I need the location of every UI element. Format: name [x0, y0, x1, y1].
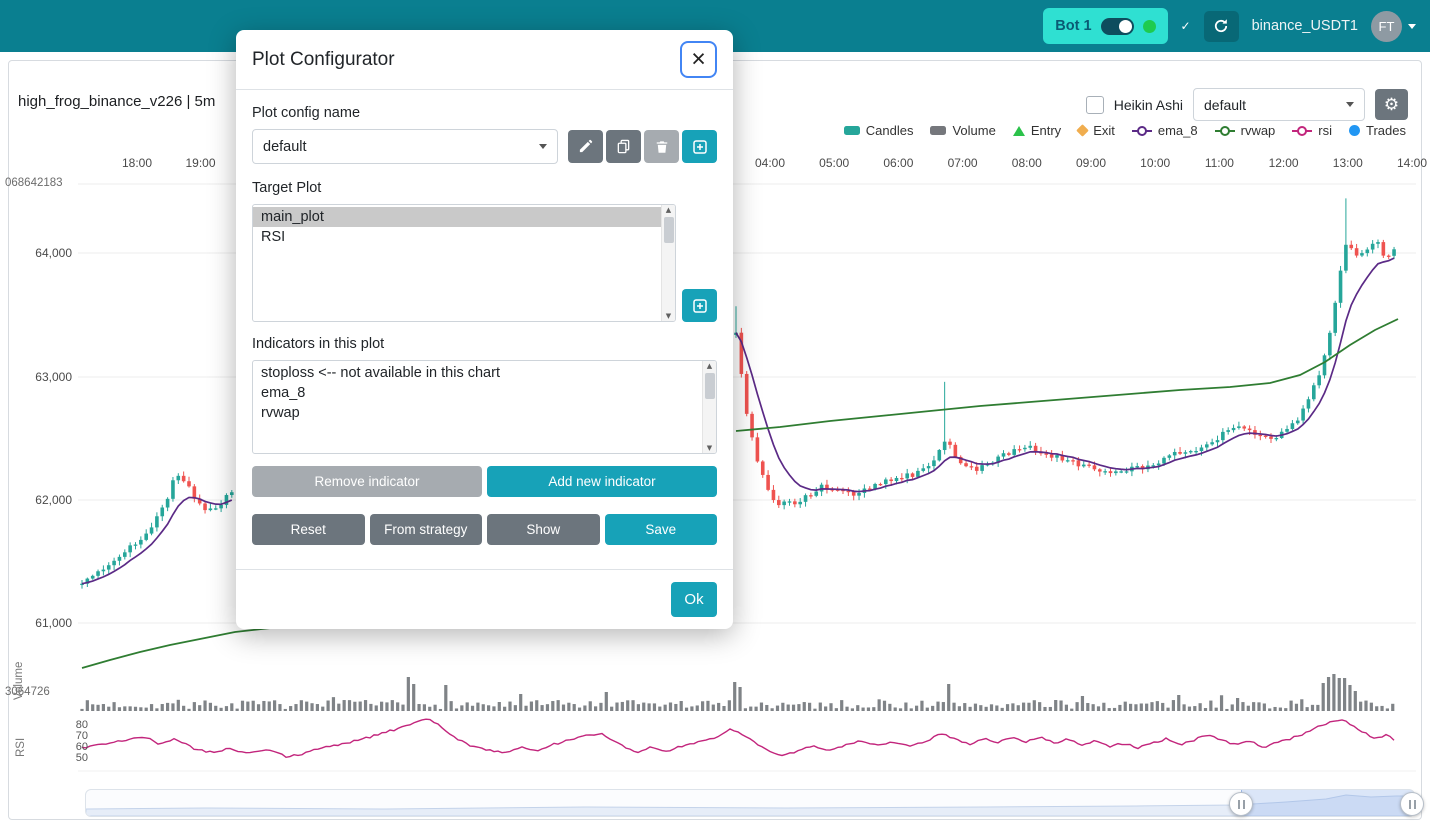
plot-settings-button[interactable]: ⚙ [1375, 89, 1408, 120]
heikin-ashi-checkbox[interactable] [1085, 95, 1104, 114]
indicator-option[interactable]: rvwap [261, 405, 300, 421]
add-indicator-button[interactable]: Add new indicator [487, 466, 717, 497]
duplicate-config-button[interactable] [606, 130, 641, 163]
legend-item-exit[interactable]: Exit [1076, 123, 1115, 138]
datazoom-selection[interactable] [1241, 790, 1414, 816]
entry-marker-icon [1012, 125, 1025, 136]
avatar[interactable]: FT [1371, 10, 1402, 42]
target-plot-label: Target Plot [252, 180, 322, 196]
chart-title: high_frog_binance_v226 | 5m [18, 93, 216, 110]
modal-header: Plot Configurator × [236, 30, 733, 90]
ema_8-marker-icon [1131, 125, 1152, 136]
rvwap-marker-icon [1214, 125, 1235, 136]
datazoom-track[interactable] [85, 789, 1415, 817]
gear-icon: ⚙ [1383, 94, 1400, 115]
datazoom-right-handle[interactable] [1400, 792, 1424, 816]
candles-marker-icon [843, 126, 860, 135]
remove-indicator-button[interactable]: Remove indicator [252, 466, 482, 497]
refresh-button[interactable] [1203, 10, 1239, 42]
indicator-option[interactable]: ema_8 [261, 385, 306, 401]
chevron-down-icon [539, 144, 547, 149]
legend-item-rsi[interactable]: rsi [1292, 123, 1332, 138]
plot-configurator-modal: Plot Configurator × Plot config name def… [236, 30, 733, 629]
scrollbar[interactable]: ▲ ▼ [702, 361, 716, 453]
plot-config-name-label: Plot config name [252, 105, 361, 121]
online-status-dot [1142, 19, 1156, 33]
scrollbar[interactable]: ▲ ▼ [661, 205, 675, 321]
chart-controls: Heikin Ashi default ⚙ [1085, 88, 1408, 121]
close-icon: × [691, 45, 706, 73]
config-name-select[interactable]: default [252, 129, 558, 164]
ok-button[interactable]: Ok [671, 582, 717, 617]
target-plot-option[interactable]: main_plot [253, 207, 661, 227]
legend-item-rvwap[interactable]: rvwap [1214, 123, 1275, 138]
legend-item-trades[interactable]: Trades [1349, 123, 1406, 138]
volume-pane-label: Volume [13, 661, 25, 700]
plus-box-icon [692, 139, 707, 154]
bot-selector[interactable]: Bot 1 [1043, 8, 1168, 44]
trash-icon [656, 140, 667, 153]
exit-marker-icon [1076, 124, 1090, 137]
heikin-ashi-label: Heikin Ashi [1113, 96, 1183, 113]
delete-config-button[interactable] [644, 130, 679, 163]
modal-footer: Ok [236, 569, 733, 629]
datazoom-mini-chart [86, 794, 1414, 816]
refresh-icon [1215, 19, 1228, 33]
bot-toggle[interactable] [1100, 17, 1134, 35]
target-plot-listbox[interactable]: main_plot RSI ▲ ▼ [252, 204, 676, 322]
legend-item-volume[interactable]: Volume [930, 123, 996, 138]
bot-instance-label: binance_USDT1 [1251, 18, 1358, 34]
legend-item-ema_8[interactable]: ema_8 [1131, 123, 1198, 138]
target-plot-option[interactable]: RSI [261, 229, 286, 245]
indicators-listbox[interactable]: stoploss <-- not available in this chart… [252, 360, 717, 454]
plus-box-icon [692, 298, 707, 313]
trades-marker-icon [1349, 125, 1361, 136]
close-button[interactable]: × [680, 41, 717, 78]
datazoom-slider [85, 789, 1424, 817]
chevron-down-icon [1408, 23, 1416, 29]
edit-config-button[interactable] [568, 130, 603, 163]
legend-item-entry[interactable]: Entry [1012, 123, 1061, 138]
copy-icon [617, 139, 630, 154]
save-button[interactable]: Save [604, 514, 717, 545]
datazoom-left-handle[interactable] [1229, 792, 1253, 816]
show-button[interactable]: Show [487, 514, 600, 545]
chevron-down-icon [1346, 102, 1354, 107]
add-config-button[interactable] [682, 130, 717, 163]
volume-marker-icon [930, 126, 947, 135]
modal-body: Plot config name default [236, 90, 733, 569]
volume-axis-label: 3064726 [5, 686, 50, 698]
legend-item-candles[interactable]: Candles [843, 123, 913, 138]
indicators-label: Indicators in this plot [252, 336, 385, 352]
reset-button[interactable]: Reset [252, 514, 365, 545]
indicator-option[interactable]: stoploss <-- not available in this chart [261, 365, 500, 381]
modal-title: Plot Configurator [252, 48, 395, 70]
y-axis-top-label: 068642183 [5, 177, 63, 189]
bot-name-label: Bot 1 [1055, 18, 1092, 34]
plot-config-select[interactable]: default [1193, 88, 1365, 121]
rsi-marker-icon [1292, 125, 1313, 136]
add-plot-button[interactable] [682, 289, 717, 322]
chart-legend: Candles Volume Entry Exit ema_8 rvwap rsi Trade… [843, 123, 1406, 138]
pencil-icon [579, 139, 593, 153]
rsi-pane-label: RSI [15, 737, 27, 757]
check-icon: ✓ [1180, 19, 1191, 33]
from-strategy-button[interactable]: From strategy [369, 514, 482, 545]
